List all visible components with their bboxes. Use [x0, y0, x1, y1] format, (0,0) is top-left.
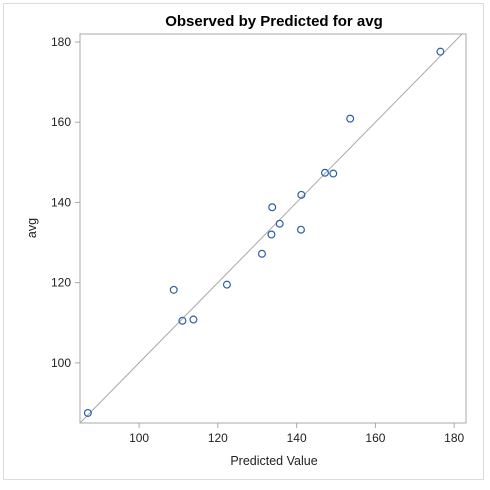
y-tick-label: 160: [51, 115, 71, 129]
data-points: [83, 47, 445, 417]
data-point: [268, 203, 277, 212]
y-axis-label: avg: [25, 218, 39, 238]
x-tick-label: 160: [365, 431, 385, 445]
data-point: [296, 225, 305, 234]
data-point: [275, 219, 284, 228]
y-tick-label: 140: [51, 195, 71, 209]
chart-frame: [3, 3, 484, 480]
x-tick-label: 140: [287, 431, 307, 445]
data-point: [83, 408, 92, 417]
data-point: [169, 285, 178, 294]
data-point: [222, 280, 231, 289]
data-point: [257, 249, 266, 258]
data-point: [178, 316, 187, 325]
data-point: [346, 114, 355, 123]
y-tick-label: 120: [51, 276, 71, 290]
y-axis-ticks: 100 120 140 160 180: [51, 35, 80, 370]
data-point: [436, 47, 445, 56]
x-tick-label: 180: [444, 431, 464, 445]
x-axis-label: Predicted Value: [230, 454, 317, 468]
y-tick-label: 100: [51, 356, 71, 370]
data-point: [320, 168, 329, 177]
plot-area: [79, 33, 467, 424]
data-point: [267, 230, 276, 239]
chart-title: Observed by Predicted for avg: [165, 13, 383, 30]
x-tick-label: 100: [129, 431, 149, 445]
y-tick-label: 180: [51, 35, 71, 49]
x-axis-ticks: 100 120 140 160 180: [129, 423, 465, 445]
x-tick-label: 120: [208, 431, 228, 445]
data-point: [329, 169, 338, 178]
data-point: [189, 315, 198, 324]
reference-line-layer: [79, 33, 463, 424]
data-point: [297, 190, 306, 199]
reference-line: [79, 33, 463, 424]
